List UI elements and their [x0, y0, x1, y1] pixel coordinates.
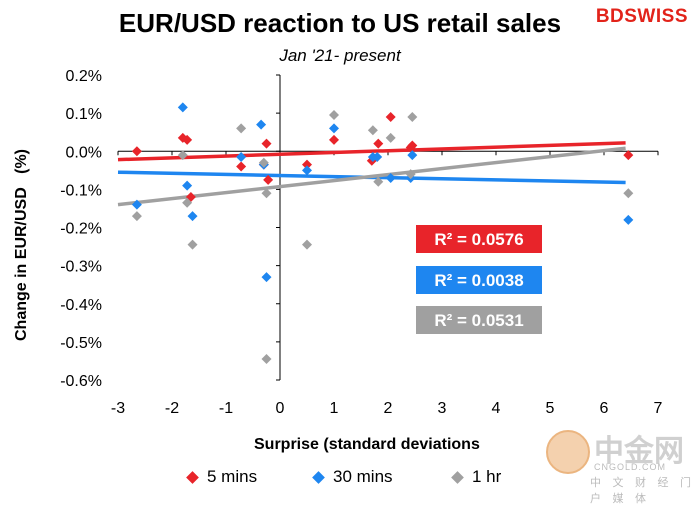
data-point-30-mins — [623, 214, 634, 225]
data-point-5-mins — [263, 174, 274, 185]
data-point-30-mins — [385, 172, 396, 183]
y-tick-label: -0.3% — [60, 259, 102, 276]
data-point-30-mins — [302, 165, 312, 176]
data-point-1-hr — [187, 239, 198, 250]
data-point-1-hr — [261, 354, 272, 365]
x-tick-label: 0 — [276, 400, 285, 417]
data-point-1-hr — [623, 188, 634, 199]
data-point-1-hr — [236, 123, 247, 134]
y-tick-label: -0.1% — [60, 182, 102, 199]
data-point-1-hr — [258, 157, 269, 168]
legend-label-1-hr: 1 hr — [472, 467, 502, 486]
x-tick-label: 1 — [330, 400, 339, 417]
y-tick-label: 0.2% — [66, 68, 102, 85]
x-tick-label: 7 — [654, 400, 663, 417]
x-axis-label: Surprise (standard deviations — [254, 436, 480, 453]
data-point-1-hr — [405, 169, 416, 180]
data-point-30-mins — [261, 272, 272, 283]
data-point-30-mins — [256, 119, 267, 130]
r-squared-box-5-mins — [416, 225, 542, 253]
r-squared-box-30-mins — [416, 266, 542, 294]
data-point-1-hr — [182, 197, 193, 208]
x-tick-label: 4 — [492, 400, 501, 417]
x-tick-label: 6 — [600, 400, 609, 417]
legend-item-30-mins: 30 mins — [312, 467, 393, 487]
data-point-1-hr — [373, 176, 384, 187]
trendline-5-mins — [117, 141, 626, 162]
data-point-30-mins — [407, 150, 418, 161]
trendline-1-hr — [117, 146, 626, 207]
x-tick-label: 2 — [384, 400, 393, 417]
data-point-1-hr — [131, 211, 142, 222]
data-point-5-mins — [131, 146, 142, 157]
data-point-30-mins — [329, 123, 339, 134]
x-tick-label: -1 — [219, 400, 233, 417]
legend-label-30-mins: 30 mins — [333, 467, 393, 486]
data-point-1-hr — [407, 111, 418, 122]
data-point-1-hr — [177, 150, 188, 161]
data-point-5-mins — [407, 140, 418, 151]
watermark-name: 中金网 — [594, 434, 684, 469]
y-tick-label: 0.0% — [66, 144, 102, 161]
r-squared-label-1-hr: R² = 0.0531 — [434, 311, 523, 330]
data-point-30-mins — [187, 211, 198, 222]
x-tick-label: 5 — [546, 400, 555, 417]
legend-marker-5-mins — [186, 470, 199, 484]
legend-label-5-mins: 5 mins — [207, 467, 258, 486]
watermark: 中金网 CNGOLD.COM 中 文 财 经 门 户 媒 体 — [546, 426, 696, 505]
data-point-30-mins — [372, 151, 383, 162]
y-tick-label: -0.4% — [60, 297, 102, 314]
data-point-5-mins — [261, 138, 272, 149]
data-point-1-hr — [367, 125, 378, 136]
data-point-5-mins — [236, 161, 247, 172]
legend-item-5-mins: 5 mins — [186, 467, 258, 487]
data-point-5-mins — [329, 134, 339, 145]
data-point-5-mins — [385, 111, 396, 122]
data-point-30-mins — [177, 102, 188, 113]
legend-item-1-hr: 1 hr — [451, 467, 502, 487]
data-point-1-hr — [385, 132, 396, 143]
y-tick-label: -0.5% — [60, 335, 102, 352]
chart-subtitle: Jan '21- present — [279, 46, 401, 65]
data-point-30-mins — [131, 199, 142, 210]
brand-logo: BDSWISS — [595, 6, 688, 27]
watermark-tagline: 中 文 财 经 门 户 媒 体 — [590, 476, 695, 505]
watermark-url: CNGOLD.COM — [594, 462, 667, 472]
x-tick-label: -3 — [111, 400, 125, 417]
r-squared-box-1-hr — [416, 306, 542, 334]
y-tick-label: -0.6% — [60, 373, 102, 390]
x-tick-label: 3 — [438, 400, 447, 417]
legend-marker-1-hr — [451, 470, 464, 484]
y-tick-label: -0.2% — [60, 221, 102, 238]
legend-marker-30-mins — [312, 470, 325, 484]
data-point-1-hr — [329, 110, 339, 121]
data-point-5-mins — [302, 159, 312, 170]
data-point-1-hr — [302, 239, 312, 250]
data-point-1-hr — [261, 188, 272, 199]
chart-title: EUR/USD reaction to US retail sales — [118, 8, 562, 38]
r-squared-label-30-mins: R² = 0.0038 — [434, 271, 523, 290]
data-point-30-mins — [182, 180, 193, 191]
data-point-5-mins — [623, 150, 634, 161]
watermark-logo-icon — [546, 430, 590, 474]
data-point-5-mins — [182, 134, 193, 145]
data-point-30-mins — [236, 151, 247, 162]
data-point-5-mins — [373, 138, 384, 149]
x-tick-label: -2 — [165, 400, 179, 417]
r-squared-label-5-mins: R² = 0.0576 — [434, 230, 523, 249]
y-tick-label: 0.1% — [66, 106, 102, 123]
